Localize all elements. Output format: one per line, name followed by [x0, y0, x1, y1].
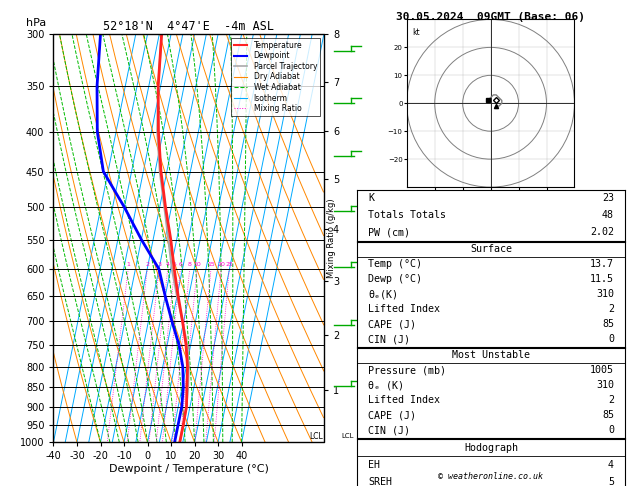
Text: Hodograph: Hodograph — [464, 443, 518, 453]
Text: 85: 85 — [602, 410, 614, 420]
Text: Totals Totals: Totals Totals — [368, 210, 446, 220]
Text: kt: kt — [413, 28, 420, 37]
Text: © weatheronline.co.uk: © weatheronline.co.uk — [438, 472, 543, 481]
Text: 5: 5 — [173, 262, 177, 267]
Text: θₑ(K): θₑ(K) — [368, 289, 398, 299]
Text: 2: 2 — [608, 304, 614, 314]
Title: 52°18'N  4°47'E  -4m ASL: 52°18'N 4°47'E -4m ASL — [103, 20, 274, 33]
Text: SREH: SREH — [368, 477, 392, 486]
Text: Pressure (mb): Pressure (mb) — [368, 365, 446, 376]
Text: LCL: LCL — [309, 432, 323, 441]
Text: Most Unstable: Most Unstable — [452, 350, 530, 361]
Text: 310: 310 — [596, 381, 614, 390]
Text: 1: 1 — [126, 262, 130, 267]
Text: 2: 2 — [145, 262, 149, 267]
Text: 6: 6 — [179, 262, 182, 267]
Text: 20: 20 — [217, 262, 225, 267]
Legend: Temperature, Dewpoint, Parcel Trajectory, Dry Adiabat, Wet Adiabat, Isotherm, Mi: Temperature, Dewpoint, Parcel Trajectory… — [231, 38, 320, 116]
Text: LCL: LCL — [342, 433, 353, 439]
Text: 30.05.2024  09GMT (Base: 06): 30.05.2024 09GMT (Base: 06) — [396, 12, 585, 22]
Text: θₑ (K): θₑ (K) — [368, 381, 404, 390]
Text: PW (cm): PW (cm) — [368, 227, 410, 237]
Text: Dewp (°C): Dewp (°C) — [368, 274, 422, 284]
Y-axis label: km
ASL: km ASL — [364, 227, 382, 249]
Text: Lifted Index: Lifted Index — [368, 396, 440, 405]
Text: 11.5: 11.5 — [590, 274, 614, 284]
Text: Temp (°C): Temp (°C) — [368, 260, 422, 269]
Text: 10: 10 — [193, 262, 201, 267]
Text: EH: EH — [368, 460, 380, 470]
Text: hPa: hPa — [26, 18, 47, 28]
Text: 5: 5 — [608, 477, 614, 486]
Text: 48: 48 — [602, 210, 614, 220]
Text: 85: 85 — [602, 319, 614, 329]
Text: CIN (J): CIN (J) — [368, 334, 410, 344]
Text: CAPE (J): CAPE (J) — [368, 410, 416, 420]
Text: 15: 15 — [207, 262, 215, 267]
Text: 1005: 1005 — [590, 365, 614, 376]
Text: Surface: Surface — [470, 244, 512, 255]
Text: CAPE (J): CAPE (J) — [368, 319, 416, 329]
Text: 2: 2 — [608, 396, 614, 405]
Text: 23: 23 — [602, 193, 614, 203]
Text: 25: 25 — [225, 262, 233, 267]
Text: 4: 4 — [608, 460, 614, 470]
Text: 4: 4 — [165, 262, 170, 267]
Text: CIN (J): CIN (J) — [368, 425, 410, 435]
Text: 0: 0 — [608, 334, 614, 344]
Text: 13.7: 13.7 — [590, 260, 614, 269]
Text: 0: 0 — [608, 425, 614, 435]
Text: 2.02: 2.02 — [590, 227, 614, 237]
X-axis label: Dewpoint / Temperature (°C): Dewpoint / Temperature (°C) — [109, 464, 269, 474]
Text: 8: 8 — [188, 262, 192, 267]
Text: 310: 310 — [596, 289, 614, 299]
Text: Lifted Index: Lifted Index — [368, 304, 440, 314]
Text: Mixing Ratio (g/kg): Mixing Ratio (g/kg) — [327, 198, 336, 278]
Text: K: K — [368, 193, 374, 203]
Text: 3: 3 — [157, 262, 161, 267]
